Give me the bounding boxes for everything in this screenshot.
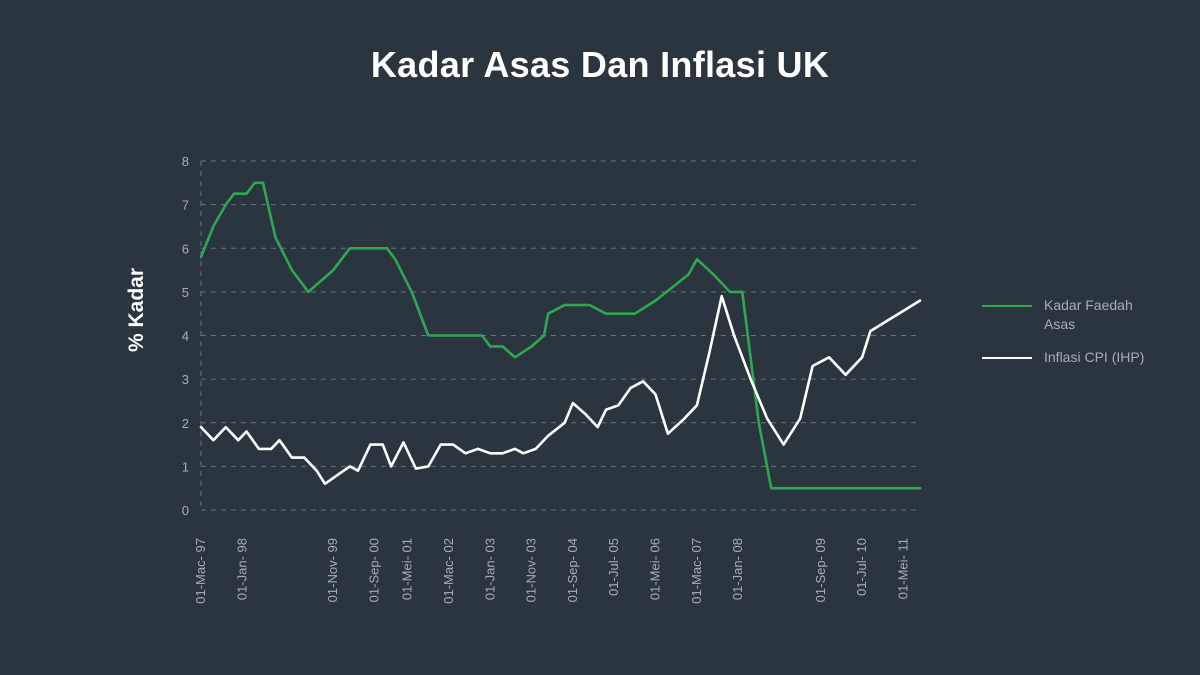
x-tick-label: 01-Mei- 06	[648, 538, 663, 600]
legend-swatch-cpi	[982, 357, 1032, 359]
x-tick-label: 01-Mac- 97	[193, 538, 208, 604]
x-tick-label: 01-Nov- 99	[325, 538, 340, 602]
x-tick-labels: 01-Mac- 97 01-Jan- 98 01-Nov- 99 01-Sep- 00…	[193, 538, 910, 604]
legend-swatch-base-rate	[982, 305, 1032, 307]
x-tick-label: 01-Jul- 05	[606, 538, 621, 596]
y-tick-label: 3	[182, 372, 189, 387]
y-tick-label: 5	[182, 285, 189, 300]
x-tick-label: 01-Sep- 09	[813, 538, 828, 602]
x-tick-label: 01-Mei- 01	[400, 538, 415, 600]
legend-item-cpi[interactable]: Inflasi CPI (IHP)	[982, 348, 1182, 367]
x-tick-label: 01-Sep- 00	[367, 538, 382, 602]
x-tick-label: 01-Mei- 11	[895, 538, 910, 599]
x-tick-label: 01-Jul- 10	[854, 538, 869, 596]
x-tick-label: 01-Jan- 03	[482, 538, 497, 600]
legend: Kadar Faedah Asas Inflasi CPI (IHP)	[982, 296, 1182, 381]
series-line-cpi	[199, 294, 922, 486]
series-line-base-rate	[199, 181, 922, 490]
legend-item-base-rate[interactable]: Kadar Faedah Asas	[982, 296, 1182, 334]
x-tick-label: 01-Sep- 04	[565, 538, 580, 602]
y-tick-label: 7	[182, 198, 189, 213]
y-tick-label: 8	[182, 154, 189, 169]
x-tick-label: 01-Mac- 02	[441, 538, 456, 604]
legend-label-cpi: Inflasi CPI (IHP)	[1044, 349, 1145, 365]
y-tick-labels: 0 1 2 3 4 5 6 7 8	[182, 154, 189, 518]
y-tick-label: 0	[182, 503, 189, 518]
x-tick-label: 01-Mac- 07	[689, 538, 704, 604]
x-tick-label: 01-Jan- 98	[234, 538, 249, 600]
y-tick-label: 1	[182, 459, 189, 474]
x-tick-label: 01-Nov- 03	[524, 538, 539, 602]
legend-label-base-rate: Kadar Faedah Asas	[1044, 297, 1133, 332]
series-lines	[199, 181, 922, 490]
chart-title: Kadar Asas Dan Inflasi UK	[370, 44, 830, 85]
y-tick-label: 6	[182, 241, 189, 256]
x-tick-label: 01-Jan- 08	[730, 538, 745, 600]
gridlines	[200, 160, 920, 511]
y-tick-label: 4	[182, 329, 189, 344]
y-tick-label: 2	[182, 416, 189, 431]
